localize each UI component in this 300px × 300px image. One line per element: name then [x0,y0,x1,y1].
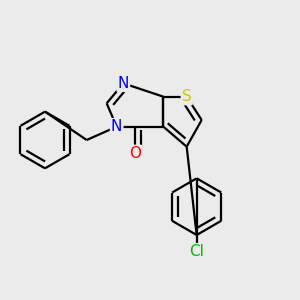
Text: N: N [111,119,122,134]
Text: S: S [182,89,191,104]
Text: Cl: Cl [189,244,204,259]
Text: N: N [118,76,129,91]
Text: O: O [129,146,141,161]
